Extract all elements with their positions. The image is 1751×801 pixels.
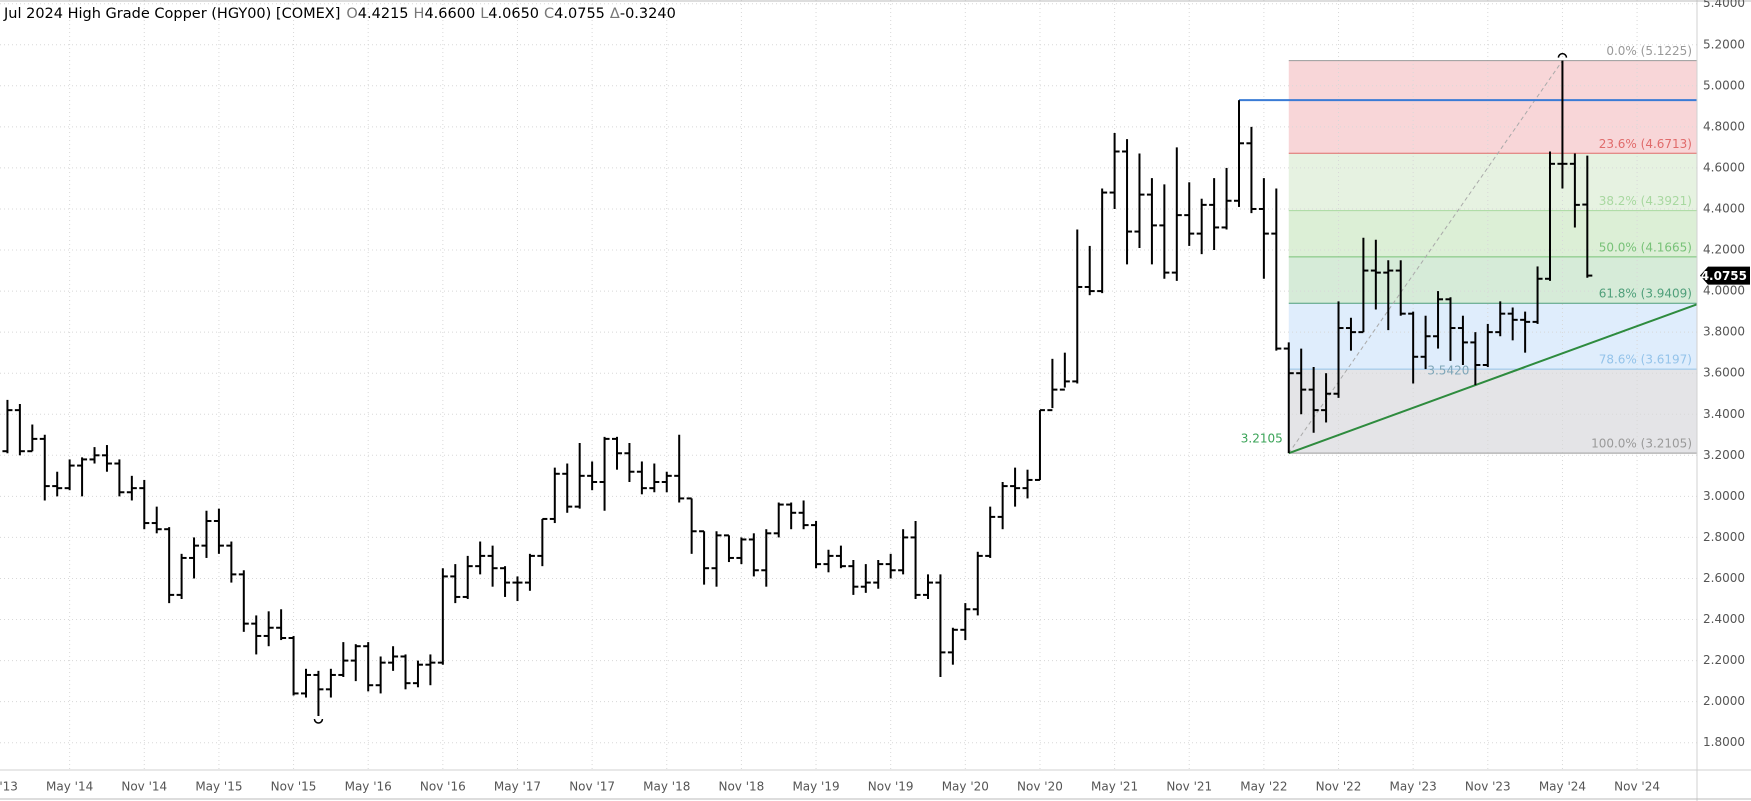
price-tag-label: 4.0755 xyxy=(1701,269,1747,283)
y-tick-label: 5.4000 xyxy=(1703,0,1745,10)
x-tick-label: May '18 xyxy=(643,780,690,794)
readout-key: Δ xyxy=(610,6,620,22)
readout-value: -0.3240 xyxy=(620,6,676,22)
y-tick-label: 1.8000 xyxy=(1703,735,1745,749)
y-tick-label: 2.0000 xyxy=(1703,694,1745,708)
readout-value: 4.0755 xyxy=(554,6,605,22)
low-marker xyxy=(313,718,324,724)
fib-zone xyxy=(1288,256,1697,304)
y-tick-label: 4.0000 xyxy=(1703,284,1745,298)
x-tick-label: May '17 xyxy=(494,780,541,794)
y-tick-label: 2.4000 xyxy=(1703,612,1745,626)
x-tick-label: Nov '20 xyxy=(1017,780,1063,794)
x-tick-label: Nov '19 xyxy=(868,780,914,794)
annotation: 3.2105 xyxy=(1241,432,1283,446)
fib-label: 100.0% (3.2105) xyxy=(1591,437,1692,451)
x-tick-label: May '15 xyxy=(195,780,242,794)
header: Jul 2024 High Grade Copper (HGY00) [COME… xyxy=(3,6,676,22)
y-tick-label: 3.8000 xyxy=(1703,325,1745,339)
annotation: 3.5420 xyxy=(1427,364,1469,378)
x-tick-label: Nov '21 xyxy=(1166,780,1212,794)
readout-key: H xyxy=(414,6,425,22)
y-tick-label: 3.6000 xyxy=(1703,366,1745,380)
y-tick-label: 5.2000 xyxy=(1703,37,1745,51)
readout-key: C xyxy=(544,6,554,22)
x-tick-label: May '19 xyxy=(792,780,839,794)
chart-title: Jul 2024 High Grade Copper (HGY00) [COME… xyxy=(3,6,340,22)
x-tick-label: Nov '15 xyxy=(271,780,317,794)
fib-label: 0.0% (5.1225) xyxy=(1606,44,1692,58)
fib-zone xyxy=(1288,303,1697,370)
x-tick-label: May '22 xyxy=(1240,780,1287,794)
y-tick-label: 4.2000 xyxy=(1703,243,1745,257)
fib-zone xyxy=(1288,369,1697,454)
y-tick-label: 4.8000 xyxy=(1703,119,1745,133)
high-marker xyxy=(1557,52,1568,58)
x-tick-label: Nov '24 xyxy=(1614,780,1660,794)
y-tick-label: 5.0000 xyxy=(1703,78,1745,92)
y-tick-label: 3.2000 xyxy=(1703,448,1745,462)
x-tick-label: Nov '18 xyxy=(718,780,764,794)
fib-label: 38.2% (4.3921) xyxy=(1599,194,1692,208)
x-tick-label: May '21 xyxy=(1091,780,1138,794)
price-tag xyxy=(1700,266,1750,285)
readout-value: 4.6600 xyxy=(424,6,475,22)
fib-diagonal xyxy=(1288,60,1563,454)
x-tick-label: Nov '17 xyxy=(569,780,615,794)
y-tick-label: 2.8000 xyxy=(1703,530,1745,544)
fib-label: 61.8% (3.9409) xyxy=(1599,287,1692,301)
x-tick-label: May '14 xyxy=(46,780,93,794)
fib-label: 50.0% (4.1665) xyxy=(1599,240,1692,254)
x-tick-label: Nov '23 xyxy=(1465,780,1511,794)
y-tick-label: 3.0000 xyxy=(1703,489,1745,503)
fib-label: 23.6% (4.6713) xyxy=(1599,137,1692,151)
readout-value: 4.0650 xyxy=(488,6,539,22)
x-tick-label: Nov '13 xyxy=(0,780,18,794)
x-tick-label: Nov '22 xyxy=(1316,780,1362,794)
x-tick-label: May '23 xyxy=(1390,780,1437,794)
y-tick-label: 4.6000 xyxy=(1703,160,1745,174)
fib-zone xyxy=(1288,210,1697,257)
x-tick-label: Nov '14 xyxy=(121,780,167,794)
y-tick-label: 2.6000 xyxy=(1703,571,1745,585)
x-tick-label: Nov '16 xyxy=(420,780,466,794)
fib-zone xyxy=(1288,60,1697,154)
x-tick-label: May '16 xyxy=(345,780,392,794)
fib-label: 78.6% (3.6197) xyxy=(1599,353,1692,367)
y-tick-label: 3.4000 xyxy=(1703,407,1745,421)
y-tick-label: 2.2000 xyxy=(1703,653,1745,667)
fib-zone xyxy=(1288,153,1697,211)
readout-key: O xyxy=(346,6,357,22)
readout-value: 4.4215 xyxy=(358,6,409,22)
x-tick-label: May '20 xyxy=(942,780,989,794)
readout-key: L xyxy=(480,6,488,22)
x-tick-label: May '24 xyxy=(1539,780,1586,794)
trendline xyxy=(1288,303,1698,455)
y-tick-label: 4.4000 xyxy=(1703,201,1745,215)
